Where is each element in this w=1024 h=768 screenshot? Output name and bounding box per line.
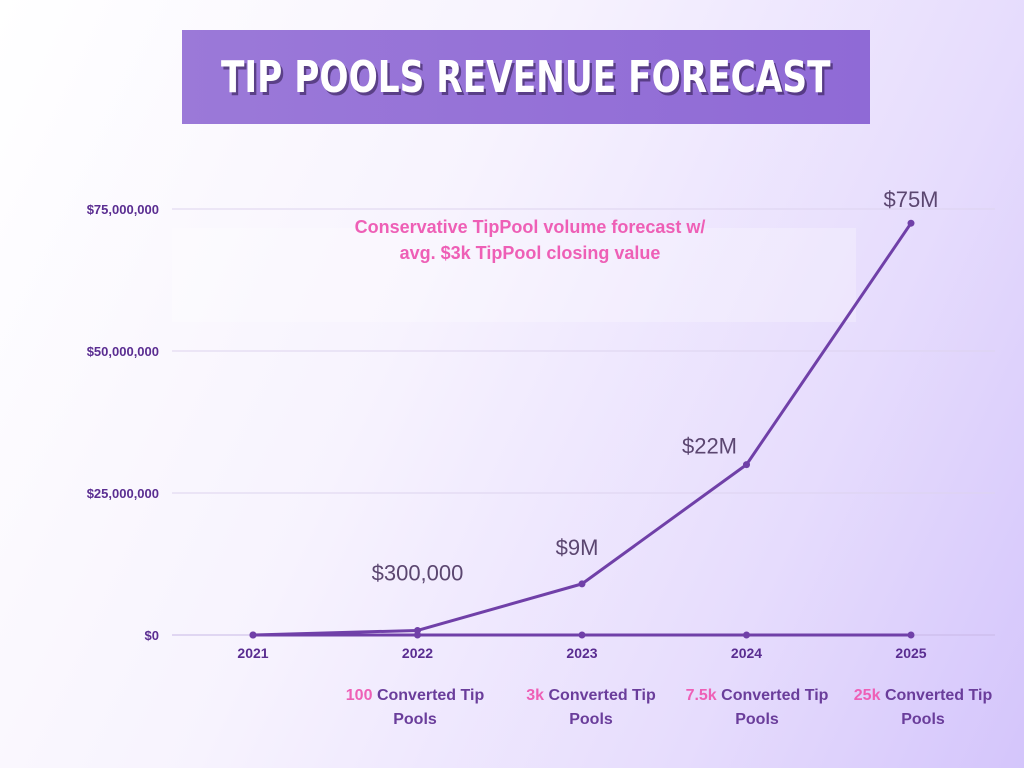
category-note-2023: 3k Converted Tip Pools <box>506 684 676 732</box>
data-point <box>249 631 257 639</box>
note-text: Converted Tip <box>548 687 656 704</box>
data-point <box>578 580 586 588</box>
data-point <box>743 461 750 469</box>
y-tick-label: $0 <box>145 628 159 643</box>
series-line <box>251 221 913 637</box>
category-note-2025: 25k Converted Tip Pools <box>838 684 1008 732</box>
note-text-line2: Pools <box>393 711 437 728</box>
y-tick-label: $75,000,000 <box>87 202 159 217</box>
x-tick-label: 2021 <box>237 645 268 661</box>
x-tick-label: 2025 <box>895 645 926 661</box>
forecast-annotation: Conservative TipPool volume forecast w/ … <box>300 214 760 266</box>
annotation-line-2: avg. $3k TipPool closing value <box>399 243 661 263</box>
title-banner: TIP POOLS REVENUE FORECAST <box>182 30 870 124</box>
data-point <box>743 631 750 639</box>
note-text: Converted Tip <box>884 687 993 704</box>
note-text: Converted Tip <box>721 687 829 704</box>
x-tick-label: 2022 <box>402 645 433 661</box>
x-tick-label: 2023 <box>566 645 597 661</box>
note-count: 7.5k <box>685 687 717 704</box>
data-point <box>907 219 915 227</box>
y-tick-label: $50,000,000 <box>87 344 159 359</box>
note-count: 100 <box>345 687 373 704</box>
data-label: $75M <box>883 187 938 212</box>
note-text-line2: Pools <box>569 711 613 728</box>
x-tick-label: 2024 <box>731 645 762 661</box>
note-text-line2: Pools <box>735 711 779 728</box>
y-tick-label: $25,000,000 <box>87 486 159 501</box>
annotation-line-1: Conservative TipPool volume forecast w/ <box>354 217 706 237</box>
note-text: Converted Tip <box>376 687 485 704</box>
data-point <box>578 631 586 639</box>
data-point <box>907 631 915 639</box>
data-point <box>414 631 421 639</box>
note-text-line2: Pools <box>901 711 945 728</box>
note-count: 3k <box>526 687 545 704</box>
data-label: $9M <box>556 535 599 560</box>
chart-title: TIP POOLS REVENUE FORECAST <box>221 51 831 103</box>
annotation-box <box>172 228 856 322</box>
note-count: 25k <box>853 687 881 704</box>
category-note-2024: 7.5k Converted Tip Pools <box>672 684 842 732</box>
data-label: $22M <box>682 434 737 459</box>
data-label: $300,000 <box>372 560 464 585</box>
category-note-2022: 100 Converted Tip Pools <box>330 684 500 732</box>
